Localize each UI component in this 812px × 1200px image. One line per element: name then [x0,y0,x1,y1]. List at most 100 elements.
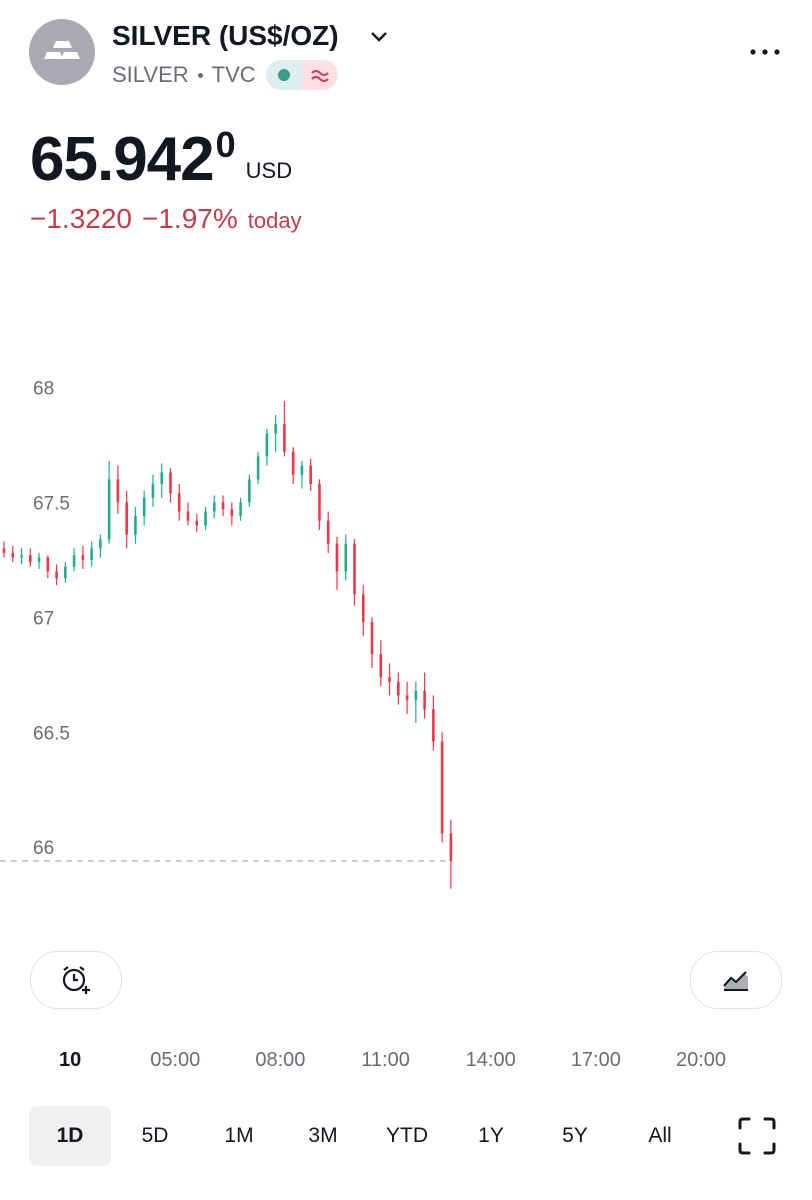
candle [405,681,409,714]
dot [277,69,290,81]
y-tick-label: 68 [33,378,54,399]
candle [248,474,251,507]
candle-body [353,543,356,595]
range-tab[interactable]: 3M [308,1124,338,1147]
candle-body [177,493,181,512]
candle-body [440,741,444,834]
candle [213,495,216,519]
candle [440,732,444,843]
candle-body [283,424,286,452]
candle-body [151,483,155,498]
market-open-indicator [265,60,302,90]
indicators-button[interactable] [690,951,782,1009]
candle [300,460,304,489]
candle-body [134,516,137,535]
candle [414,681,418,724]
x-tick-label: 10 [59,1049,81,1071]
candle [361,585,365,636]
candle [370,617,374,668]
change-percent: −1.97% [142,203,238,234]
candle [388,663,391,696]
alert-button[interactable] [30,951,122,1009]
candle [186,502,190,526]
range-tab[interactable]: All [648,1124,672,1147]
candle-body [379,654,383,678]
candle-body [318,483,321,521]
range-tabs: 1D 5D 1M 3M YTD 1Y 5Y All [0,1106,812,1166]
candle-body [274,424,277,434]
candle [291,447,295,484]
candle [449,819,453,889]
candle [99,534,102,558]
x-tick-label: 17:00 [571,1049,621,1071]
chart: 66 66.5 67 67.5 68 10 05:00 08:00 11:00 14:00 17:0… [0,378,726,1071]
candle-body [99,539,102,549]
status-pill[interactable] [265,60,338,90]
fullscreen-button[interactable] [737,1116,777,1156]
y-tick-label: 66.5 [33,723,70,744]
candle [177,483,181,521]
candle-body [370,621,374,655]
candle-body [423,690,426,710]
candle-body [186,511,190,521]
candle-body [90,548,93,560]
range-tab[interactable]: 1M [224,1124,254,1147]
candle [11,546,15,563]
x-tick-label: 05:00 [150,1049,200,1071]
candle [142,490,146,526]
y-tick-label: 67.5 [33,493,70,514]
candle-body [46,557,50,572]
candle-body [160,472,164,484]
range-tab[interactable]: 5Y [562,1124,588,1147]
delayed-indicator [301,60,338,90]
candle [379,640,383,687]
more-menu[interactable] [748,44,782,60]
candle [397,672,400,705]
candle-body [248,479,251,503]
candle [353,539,356,606]
candle [432,695,435,751]
candle-body [397,681,400,696]
approx-icon [310,69,329,83]
candle-body [300,465,304,475]
candle [28,548,32,567]
candle-body [64,566,67,579]
exchange: TVC [211,62,256,87]
candle [195,513,199,533]
candle-body [388,677,391,682]
symbol-subtitle: SILVER TVC [112,60,338,90]
candle-body [309,465,312,484]
alarm-icon [62,966,90,994]
candle-body [230,509,234,517]
candle-body [2,548,6,553]
range-tab[interactable]: 1Y [478,1124,504,1147]
candle-body [326,520,330,544]
change-value: −1.3220 [30,203,132,234]
candle-body [361,594,365,622]
price-change: −1.3220 −1.97% today [30,203,302,235]
range-tab[interactable]: 1D [29,1106,111,1166]
candle [2,541,6,558]
dropdown-chevron[interactable] [370,30,388,44]
candle-body [107,479,111,540]
change-period: today [247,208,302,233]
candle-body [213,502,216,512]
candle [160,463,164,498]
indicator-icon [723,971,748,991]
candle-body [55,571,58,579]
candle [274,414,277,452]
candle-body [116,479,120,503]
candle-body [291,451,295,475]
range-tab[interactable]: YTD [386,1124,428,1147]
symbol-title[interactable]: SILVER (US$/OZ) [112,20,339,51]
candle-body [335,543,339,572]
candle [169,467,172,503]
candle-body [125,502,128,535]
candle-body [256,456,260,480]
range-tab[interactable]: 5D [141,1124,169,1147]
candle [107,460,111,544]
candle [90,541,93,567]
candle-body [432,709,435,742]
candle-body [28,555,32,563]
candle-body [20,555,23,558]
